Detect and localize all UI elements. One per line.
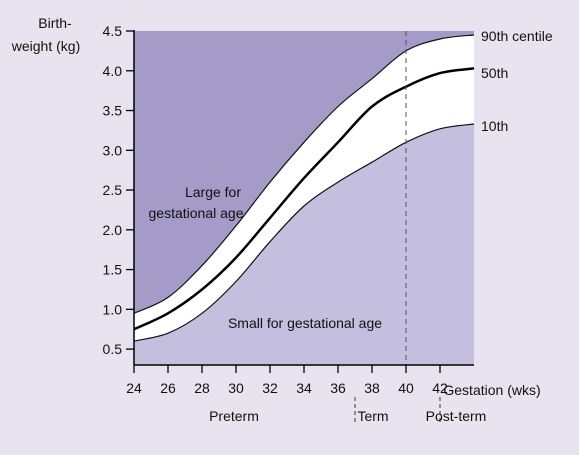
small-for-gestational-age-label: Small for gestational age: [228, 315, 382, 331]
y-tick-label: 1.5: [103, 262, 123, 278]
legend-90th-centile: 90th centile: [481, 28, 553, 44]
x-tick-label: 42: [432, 380, 448, 396]
y-tick-label: 2.5: [103, 182, 123, 198]
centile-band: [134, 35, 474, 342]
x-tick-label: 26: [160, 380, 176, 396]
legend-10th: 10th: [481, 118, 508, 134]
line-90th-centile: [133, 34, 475, 314]
y-tick-label: 3.0: [103, 142, 123, 158]
x-tick-label: 32: [262, 380, 278, 396]
y-tick-label: 4.5: [103, 23, 123, 39]
y-tick-label: 2.0: [103, 222, 123, 238]
x-tick-label: 24: [126, 380, 142, 396]
y-tick-label: 1.0: [103, 301, 123, 317]
y-tick-label: 4.0: [103, 63, 123, 79]
large-region: [134, 31, 474, 314]
x-tick-label: 38: [364, 380, 380, 396]
small-region: [134, 124, 474, 365]
large-for-gestational-age-label-1: Large for: [185, 184, 241, 200]
x-tick-label: 28: [194, 380, 210, 396]
x-tick-label: 34: [296, 380, 312, 396]
x-tick-label: 40: [398, 380, 414, 396]
x-axis-label: Gestation (wks): [443, 382, 540, 398]
period-term: Term: [357, 408, 388, 424]
y-tick-label: 0.5: [103, 341, 123, 357]
line-10th-centile: [133, 123, 475, 342]
x-tick-label: 30: [228, 380, 244, 396]
large-for-gestational-age-label-2: gestational age: [149, 205, 244, 221]
x-tick-label: 36: [330, 380, 346, 396]
line-50th-centile: [133, 67, 475, 331]
legend-50th: 50th: [481, 65, 508, 81]
period-post-term: Post-term: [426, 408, 487, 424]
y-tick-label: 3.5: [103, 103, 123, 119]
y-axis-label-line-2: weight (kg): [11, 38, 80, 54]
y-axis-label-line-1: Birth-: [38, 15, 72, 31]
period-preterm: Preterm: [209, 408, 259, 424]
